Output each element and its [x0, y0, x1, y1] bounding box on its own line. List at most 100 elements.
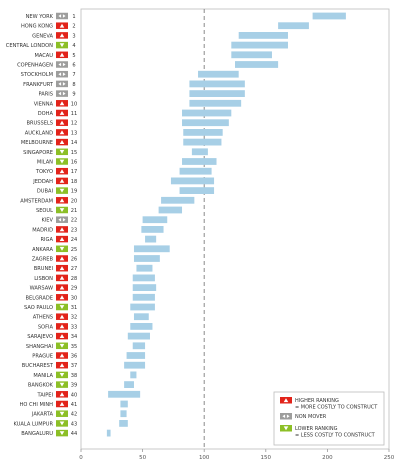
range-bar — [106, 429, 111, 437]
rank-label: 34 — [71, 334, 77, 340]
range-bar — [133, 313, 149, 321]
up-status-badge — [56, 235, 68, 243]
range-bar — [136, 264, 153, 272]
chart-row: SARAJEVO 34 — [27, 332, 150, 340]
city-label: NEW YORK — [26, 14, 54, 20]
left-right-arrows-icon — [58, 217, 66, 222]
down-arrow-icon — [59, 343, 65, 348]
chart-row: ATHENS 32 — [33, 313, 149, 321]
left-right-arrows-icon — [58, 14, 66, 18]
rank-label: 40 — [71, 392, 77, 398]
city-label: PARIS — [38, 92, 53, 98]
rank-label: 42 — [71, 412, 77, 418]
badge-background — [56, 70, 68, 78]
rank-label: 19 — [71, 189, 77, 195]
none-status-badge — [56, 90, 68, 97]
range-bar — [132, 342, 146, 350]
rank-label: 10 — [71, 101, 77, 107]
up-arrow-icon — [59, 101, 65, 106]
chart-row: SHANGHAI 35 — [26, 342, 146, 350]
chart-row: BUCHAREST 37 — [22, 361, 146, 369]
range-bar — [231, 51, 272, 59]
rank-label: 15 — [71, 150, 77, 156]
x-tick-label: 50 — [139, 455, 146, 461]
chart-row: BANGKOK 39 — [28, 381, 134, 389]
chart-row: DOHA 11 — [38, 109, 232, 117]
city-label: HO CHI MINH — [19, 402, 53, 408]
up-arrow-icon — [59, 33, 65, 38]
left-right-arrows-icon — [58, 72, 66, 76]
range-bar — [235, 61, 279, 68]
down-status-badge — [56, 303, 68, 311]
city-label: SEOUL — [36, 208, 53, 214]
up-arrow-icon — [59, 23, 65, 28]
range-bar — [182, 109, 232, 117]
down-arrow-icon — [283, 426, 289, 431]
down-arrow-icon — [59, 149, 65, 154]
chart-row: ANKARA 25 — [32, 245, 170, 253]
range-bar — [127, 332, 150, 340]
chart-row: MACAU 5 — [34, 51, 272, 59]
down-arrow-icon — [59, 188, 65, 193]
chart-row: GENEVA 3 — [32, 32, 288, 39]
rank-label: 8 — [72, 82, 75, 88]
up-arrow-icon — [59, 198, 65, 203]
rank-label: 43 — [71, 421, 77, 427]
rank-label: 23 — [71, 227, 77, 233]
chart-row: KIEV 22 — [41, 216, 168, 224]
none-status-badge-legend — [280, 413, 292, 420]
city-label: MACAU — [34, 53, 53, 59]
rank-label: 14 — [71, 140, 77, 146]
range-bar — [145, 235, 157, 243]
chart-row: MILAN 16 — [37, 158, 217, 166]
city-label: KIEV — [41, 218, 53, 224]
chart-row: RIGA 24 — [41, 235, 157, 243]
down-arrow-icon — [59, 411, 65, 416]
up-arrow-icon — [59, 295, 65, 300]
up-arrow-icon — [59, 314, 65, 319]
x-tick-label: 200 — [322, 455, 333, 461]
chart-row: AMSTERDAM 20 — [20, 196, 195, 204]
rank-label: 18 — [71, 179, 77, 185]
chart-row: BELGRADE 30 — [26, 293, 155, 301]
range-bar — [183, 138, 222, 146]
up-status-badge-legend — [280, 397, 292, 404]
up-status-badge — [56, 32, 68, 39]
up-status-badge — [56, 51, 68, 59]
left-right-arrows-icon — [58, 91, 66, 96]
rank-label: 32 — [71, 315, 77, 321]
chart-row: STOCKHOLM 7 — [21, 70, 239, 78]
chart-row: HO CHI MINH 41 — [19, 400, 128, 408]
badge-background — [56, 61, 68, 68]
down-arrow-icon — [59, 305, 65, 309]
up-arrow-icon — [59, 169, 65, 174]
city-label: BRUNEI — [34, 266, 53, 272]
legend-box — [273, 391, 385, 446]
range-bar — [198, 70, 239, 78]
city-label: WARSAW — [30, 286, 53, 292]
range-bar — [189, 90, 245, 97]
city-label: AUCKLAND — [25, 130, 53, 136]
down-status-badge — [56, 342, 68, 350]
up-status-badge — [56, 255, 68, 262]
city-label: BANGKOK — [28, 383, 54, 389]
rank-label: 29 — [71, 286, 77, 292]
x-tick-label: 250 — [384, 455, 395, 461]
chart-row: PRAGUE 36 — [32, 352, 146, 360]
up-status-badge — [56, 138, 68, 146]
city-label: BANGALURU — [21, 431, 53, 437]
city-label: ATHENS — [33, 315, 53, 321]
range-bar — [189, 80, 245, 88]
range-bar — [124, 381, 134, 388]
down-arrow-icon — [59, 246, 65, 251]
none-status-badge — [56, 216, 68, 223]
city-label: TAIPEI — [37, 392, 54, 398]
up-status-badge — [56, 109, 68, 117]
city-label: BRUSSELS — [26, 121, 53, 127]
up-arrow-icon — [59, 392, 65, 397]
rank-label: 44 — [71, 431, 77, 437]
range-bar — [170, 177, 215, 185]
up-arrow-icon — [59, 140, 65, 144]
plot-frame — [80, 8, 390, 450]
